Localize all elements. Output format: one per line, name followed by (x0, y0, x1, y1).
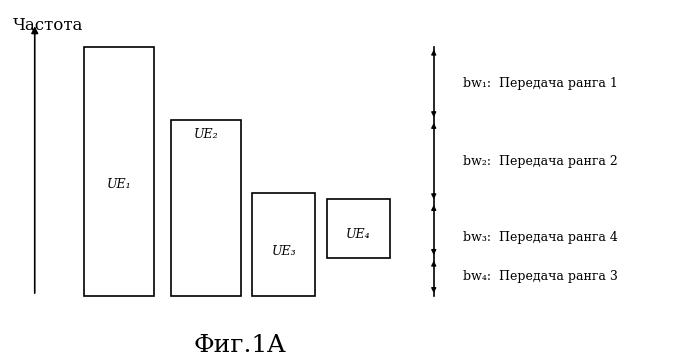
Text: UE₄: UE₄ (346, 228, 371, 241)
Bar (171, 120, 241, 296)
Text: bw₂:  Передача ранга 2: bw₂: Передача ранга 2 (463, 155, 618, 167)
Text: Фиг.1A: Фиг.1A (194, 334, 286, 357)
Text: bw₁:  Передача ранга 1: bw₁: Передача ранга 1 (463, 77, 618, 90)
Bar (84, 47, 154, 296)
Text: bw₃:  Передача ранга 4: bw₃: Передача ранга 4 (463, 231, 618, 244)
Bar (252, 193, 315, 296)
Text: UE₃: UE₃ (272, 245, 296, 258)
Bar (327, 199, 389, 258)
Text: UE₂: UE₂ (194, 128, 218, 141)
Text: UE₁: UE₁ (107, 178, 131, 191)
Text: Частота: Частота (13, 17, 83, 35)
Text: bw₄:  Передача ранга 3: bw₄: Передача ранга 3 (463, 270, 618, 284)
